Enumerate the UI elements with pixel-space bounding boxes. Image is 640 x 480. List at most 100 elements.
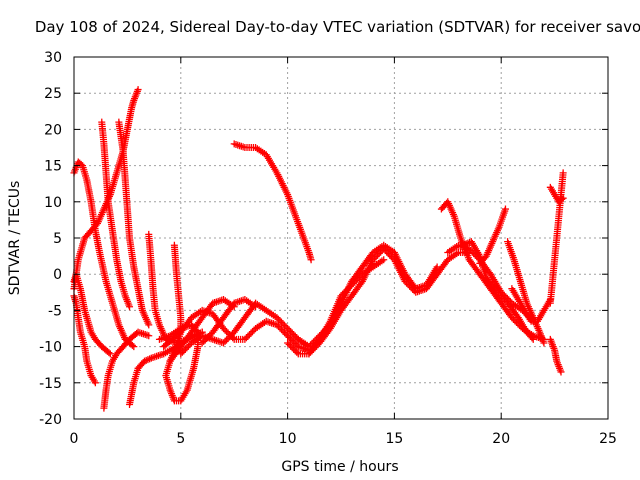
data-point — [291, 339, 299, 347]
x-tick-label: 0 — [70, 431, 79, 447]
data-point — [293, 348, 301, 356]
grid — [74, 57, 608, 419]
data-point — [281, 329, 289, 337]
series-arc6 — [100, 328, 153, 412]
data-point — [206, 331, 214, 339]
data-point — [496, 291, 504, 299]
data-point — [284, 339, 292, 347]
series-arc4 — [70, 270, 114, 358]
y-tick-label: 30 — [44, 50, 62, 66]
data-point — [279, 327, 287, 335]
series-arc24 — [508, 285, 554, 325]
data-point — [281, 321, 289, 329]
data-point — [401, 277, 409, 285]
data-point — [528, 334, 536, 342]
data-point — [134, 86, 142, 94]
data-point — [285, 326, 293, 334]
data-point — [273, 314, 281, 322]
data-point — [291, 347, 299, 355]
data-point — [273, 321, 281, 329]
data-point — [559, 169, 567, 177]
data-point — [178, 348, 186, 356]
data-point — [290, 338, 298, 346]
data-point — [493, 288, 501, 296]
series-arc10 — [155, 241, 202, 405]
series-arc25 — [546, 335, 565, 376]
data-point — [374, 251, 382, 259]
series-arc27 — [546, 183, 567, 206]
data-point — [337, 292, 345, 300]
data-point — [558, 195, 566, 203]
data-point — [501, 296, 509, 304]
data-point — [288, 329, 296, 337]
data-point — [372, 253, 380, 261]
y-tick-label: 10 — [44, 195, 62, 211]
series-arc17 — [294, 241, 441, 351]
data-point — [128, 341, 136, 349]
series-arc7 — [115, 118, 153, 329]
y-tick-label: 5 — [53, 231, 62, 247]
data-point — [220, 339, 228, 347]
chart-title: Day 108 of 2024, Sidereal Day-to-day VTE… — [35, 18, 640, 36]
axis-ticks: 0 5 10 15 20 25 -20 -15 -10 -5 0 5 10 15 20 25 30 — [39, 50, 617, 447]
data-point — [371, 254, 379, 262]
data-point — [352, 276, 360, 284]
data-point — [307, 256, 315, 264]
y-tick-label: 15 — [44, 159, 62, 175]
data-point — [433, 263, 441, 271]
data-point — [465, 245, 473, 253]
y-tick-label: 25 — [44, 86, 62, 102]
data-point — [290, 345, 298, 353]
y-axis-label: SDTVAR / TECUs — [7, 181, 23, 296]
series-arc15 — [230, 140, 315, 264]
data-point — [247, 329, 255, 337]
x-tick-label: 15 — [385, 431, 403, 447]
y-tick-label: 20 — [44, 122, 62, 138]
x-tick-label: 5 — [176, 431, 185, 447]
data-point — [204, 333, 212, 341]
data-point — [282, 330, 290, 338]
data-point — [226, 333, 234, 341]
data-point — [221, 326, 229, 334]
data-point — [177, 350, 185, 358]
data-point — [386, 251, 394, 259]
data-point — [223, 328, 231, 336]
data-point — [285, 333, 293, 341]
y-tick-label: -5 — [48, 303, 62, 319]
data-point — [201, 336, 209, 344]
data-point — [494, 290, 502, 298]
series-arc14 — [198, 296, 260, 347]
data-point — [345, 284, 353, 292]
x-axis-label: GPS time / hours — [281, 459, 398, 475]
data-point — [285, 341, 293, 349]
data-point — [305, 343, 313, 351]
series-arc5 — [98, 118, 134, 311]
data-point — [279, 320, 287, 328]
data-point — [244, 332, 252, 340]
data-point — [181, 345, 189, 353]
data-point — [227, 331, 235, 339]
data-point — [508, 314, 516, 322]
data-point — [276, 324, 284, 332]
data-point — [340, 289, 348, 297]
data-point — [145, 321, 153, 329]
data-point — [106, 350, 114, 358]
data-point — [284, 332, 292, 340]
x-tick-label: 20 — [492, 431, 510, 447]
data-point — [349, 280, 357, 288]
series-arc26 — [546, 169, 567, 307]
series-arc3 — [70, 292, 99, 387]
data-point — [343, 286, 351, 294]
data-point — [498, 293, 506, 301]
data-point — [282, 323, 290, 331]
data-point — [203, 334, 211, 342]
data-point — [252, 303, 260, 311]
data-point — [155, 335, 163, 343]
data-point — [288, 344, 296, 352]
data-point — [354, 275, 362, 283]
y-tick-label: -20 — [39, 412, 62, 428]
data-point — [91, 379, 99, 387]
data-point — [276, 317, 284, 325]
data-point — [274, 315, 282, 323]
data-point — [287, 328, 295, 336]
